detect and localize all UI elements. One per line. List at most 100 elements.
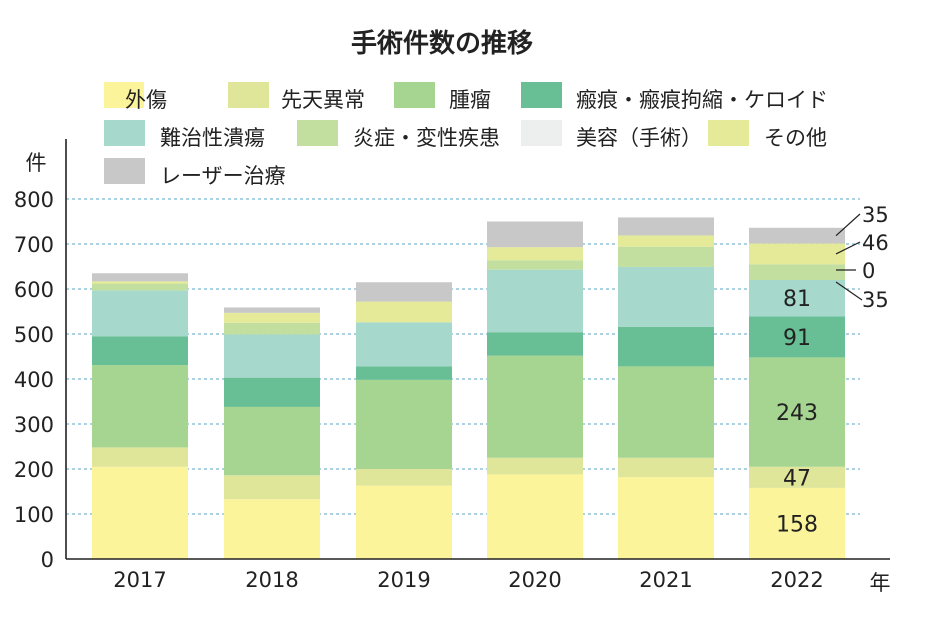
gridlines: [66, 198, 860, 515]
x-tick-label: 2021: [639, 568, 692, 592]
bar-segment: [224, 475, 320, 500]
legend-label: 難治性潰瘍: [160, 126, 265, 150]
legend-swatch: [104, 158, 145, 184]
bar-segment: [92, 466, 188, 559]
legend-swatch: [104, 82, 144, 108]
bar-segment: [487, 355, 583, 458]
y-tick-label: 100: [14, 503, 54, 527]
bar-segment: [356, 366, 452, 380]
x-axis-label: 年: [870, 571, 891, 595]
legend-label: 先天異常: [281, 88, 365, 112]
bar-segment: [224, 499, 320, 559]
y-tick-labels: 0 100 200 300 400 500 600 700 800: [14, 188, 54, 572]
bar-segment: [224, 307, 320, 313]
bar-segment: [224, 406, 320, 476]
bar-segment: [356, 469, 452, 486]
bar-segment: [92, 273, 188, 282]
y-tick-label: 0: [41, 548, 54, 572]
bar-segment: [618, 326, 714, 367]
y-tick-label: 200: [14, 458, 54, 482]
legend-swatch: [521, 120, 562, 146]
bar-segment: [224, 312, 320, 323]
bar-segment: [487, 260, 583, 270]
bar-segment: [92, 447, 188, 467]
legend-swatch: [228, 82, 269, 108]
bar-segment: [92, 283, 188, 291]
bar-segment: [749, 487, 845, 559]
bar-segment: [749, 264, 845, 280]
data-labels: 158 47 243 91 81 35 46 0 35: [776, 203, 889, 537]
y-tick-label: 700: [14, 233, 54, 257]
x-tick-label: 2022: [770, 568, 823, 592]
bar-segment: [92, 281, 188, 284]
bar-segment: [356, 322, 452, 367]
legend-label: 美容（手術）: [576, 126, 702, 150]
bar-segment: [92, 365, 188, 448]
x-tick-label: 2018: [245, 568, 298, 592]
data-label: 91: [783, 326, 811, 351]
bar-segment: [487, 332, 583, 356]
data-label: 81: [783, 287, 811, 312]
callout-label: 0: [862, 259, 875, 283]
bar-segment: [487, 457, 583, 475]
bars: [92, 217, 845, 559]
x-tick-labels: 2017 2018 2019 2020 2021 2022: [113, 568, 823, 592]
bar-segment: [749, 227, 845, 244]
legend-swatch: [394, 82, 435, 108]
bar-segment: [356, 485, 452, 559]
y-tick-label: 800: [14, 188, 54, 212]
bar-segment: [618, 477, 714, 559]
chart-title: 手術件数の推移: [351, 29, 533, 59]
callout-label: 35: [862, 288, 889, 312]
bar-segment: [487, 269, 583, 333]
bar-segment: [356, 379, 452, 469]
legend-label: 瘢痕・瘢痕拘縮・ケロイド: [576, 88, 828, 112]
bar-segment: [224, 322, 320, 335]
bar-segment: [618, 235, 714, 247]
legend-label: 腫瘤: [449, 88, 491, 112]
legend-swatch: [521, 82, 562, 108]
callout-label: 46: [862, 231, 889, 255]
legend-swatch: [297, 120, 338, 146]
callout-leader: [835, 241, 861, 255]
data-label: 243: [776, 401, 818, 426]
legend-label: レーザー治療: [160, 164, 286, 188]
bar-segment: [618, 266, 714, 327]
y-tick-label: 400: [14, 368, 54, 392]
legend-label: その他: [764, 126, 827, 150]
bar-segment: [224, 377, 320, 407]
bar-segment: [356, 301, 452, 323]
legend-label: 外傷: [125, 88, 167, 112]
y-tick-label: 500: [14, 323, 54, 347]
bar-segment: [618, 246, 714, 267]
bar-segment: [618, 366, 714, 458]
bar-segment: [749, 280, 845, 317]
y-axis-label: 件: [26, 151, 47, 175]
x-tick-label: 2020: [508, 568, 561, 592]
data-label: 47: [783, 466, 811, 491]
data-label: 158: [776, 512, 818, 537]
bar-segment: [749, 316, 845, 358]
callout-leader: [835, 281, 863, 301]
bar-segment: [487, 474, 583, 559]
legend-label: 炎症・変性疾患: [353, 126, 500, 150]
bar-segment: [487, 221, 583, 248]
bar-segment: [618, 457, 714, 478]
x-tick-label: 2017: [113, 568, 166, 592]
axes: [65, 139, 890, 560]
bar-segment: [749, 357, 845, 467]
bar-segment: [487, 247, 583, 261]
bar-segment: [618, 217, 714, 236]
y-tick-label: 300: [14, 413, 54, 437]
legend-swatch: [708, 120, 749, 146]
bar-segment: [749, 243, 845, 265]
bar-segment: [92, 336, 188, 366]
callout-label: 35: [862, 203, 889, 227]
bar-segment: [92, 290, 188, 337]
bar-segment: [224, 334, 320, 378]
y-tick-label: 600: [14, 278, 54, 302]
bar-segment: [356, 282, 452, 302]
